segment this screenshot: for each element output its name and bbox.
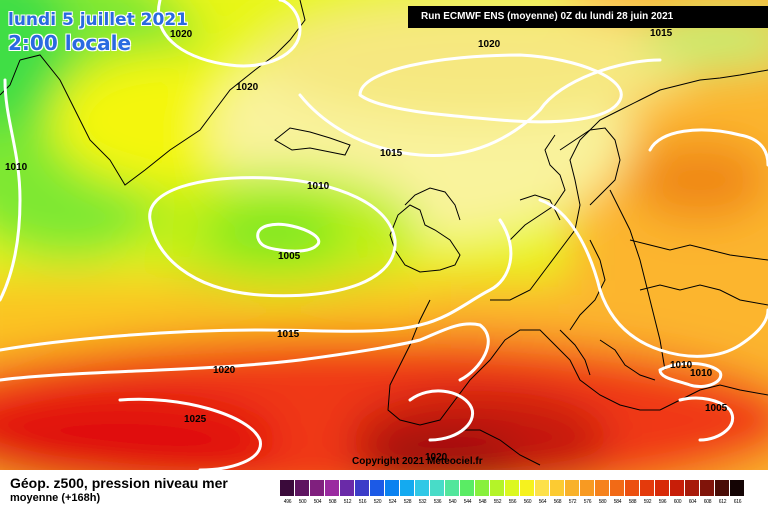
scale-tick-label: 592 <box>643 499 652 505</box>
scale-swatch <box>700 480 715 496</box>
scale-tick-label: 604 <box>688 499 697 505</box>
map-subtitle: moyenne (+168h) <box>10 492 101 504</box>
scale-tick-label: 572 <box>568 499 577 505</box>
color-scale <box>280 480 745 496</box>
scale-swatch <box>715 480 730 496</box>
scale-swatch <box>550 480 565 496</box>
scale-tick-label: 612 <box>718 499 727 505</box>
scale-swatch <box>445 480 460 496</box>
isobar-label: 1020 <box>425 452 448 463</box>
isobar-label: 1020 <box>170 29 193 40</box>
isobar-label: 1005 <box>278 251 301 262</box>
scale-swatch <box>670 480 685 496</box>
scale-swatch <box>610 480 625 496</box>
scale-tick-label: 552 <box>493 499 502 505</box>
scale-tick-label: 504 <box>313 499 322 505</box>
scale-swatch <box>325 480 340 496</box>
scale-tick-label: 600 <box>673 499 682 505</box>
scale-tick-label: 532 <box>418 499 427 505</box>
scale-swatch <box>280 480 295 496</box>
scale-swatch <box>625 480 640 496</box>
legend-footer: Géop. z500, pression niveau mer moyenne … <box>0 470 768 512</box>
scale-swatch <box>430 480 445 496</box>
scale-swatch <box>685 480 700 496</box>
coastlines <box>0 0 768 466</box>
scale-swatch <box>415 480 430 496</box>
scale-tick-label: 608 <box>703 499 712 505</box>
scale-swatch <box>640 480 655 496</box>
scale-swatch <box>565 480 580 496</box>
scale-tick-label: 596 <box>658 499 667 505</box>
forecast-date: lundi 5 juillet 2021 <box>8 10 188 30</box>
scale-tick-label: 564 <box>538 499 547 505</box>
scale-swatch <box>520 480 535 496</box>
scale-tick-label: 580 <box>598 499 607 505</box>
scale-swatch <box>385 480 400 496</box>
scale-swatch <box>355 480 370 496</box>
forecast-map: 1020 1020 1015 1020 1015 1010 1010 1005 … <box>0 0 768 470</box>
scale-tick-label: 508 <box>328 499 337 505</box>
isobar-label: 1010 <box>670 360 693 371</box>
scale-swatch <box>370 480 385 496</box>
isobar-label: 1005 <box>705 403 728 414</box>
scale-swatch <box>595 480 610 496</box>
scale-swatch <box>310 480 325 496</box>
scale-tick-label: 560 <box>523 499 532 505</box>
scale-tick-label: 584 <box>613 499 622 505</box>
geopotential-field <box>0 0 768 470</box>
scale-swatch <box>505 480 520 496</box>
scale-tick-label: 568 <box>553 499 562 505</box>
isobar-label: 1015 <box>650 28 673 39</box>
isobar-label: 1015 <box>380 148 403 159</box>
scale-tick-label: 588 <box>628 499 637 505</box>
scale-tick-label: 516 <box>358 499 367 505</box>
isobar-label: 1015 <box>277 329 300 340</box>
isobar-label: 1010 <box>5 162 28 173</box>
scale-tick-label: 528 <box>403 499 412 505</box>
scale-swatch <box>340 480 355 496</box>
scale-tick-label: 556 <box>508 499 517 505</box>
scale-swatch <box>475 480 490 496</box>
scale-swatch <box>295 480 310 496</box>
scale-tick-label: 524 <box>388 499 397 505</box>
isobar-labels: 1020 1020 1015 1020 1015 1010 1010 1005 … <box>5 28 728 463</box>
scale-tick-label: 576 <box>583 499 592 505</box>
isobars <box>0 0 768 470</box>
color-scale-ticks: 496 500 504 508 512 516 520 524 528 532 536 540 544 5… <box>280 499 745 505</box>
scale-tick-label: 544 <box>463 499 472 505</box>
scale-swatch <box>460 480 475 496</box>
forecast-time: 2:00 locale <box>8 31 132 55</box>
scale-swatch <box>535 480 550 496</box>
scale-tick-label: 496 <box>283 499 292 505</box>
map-title: Géop. z500, pression niveau mer <box>10 475 228 491</box>
run-info-banner: Run ECMWF ENS (moyenne) 0Z du lundi 28 j… <box>408 6 768 28</box>
scale-swatch <box>730 480 745 496</box>
scale-tick-label: 536 <box>433 499 442 505</box>
scale-swatch <box>400 480 415 496</box>
isobar-label: 1010 <box>690 368 713 379</box>
isobar-label: 1025 <box>184 414 207 425</box>
copyright-notice: Copyright 2021 Meteociel.fr <box>352 456 483 467</box>
isobar-label: 1010 <box>307 181 330 192</box>
scale-swatch <box>490 480 505 496</box>
scale-tick-label: 512 <box>343 499 352 505</box>
isobar-label: 1020 <box>236 82 259 93</box>
scale-tick-label: 500 <box>298 499 307 505</box>
scale-tick-label: 616 <box>733 499 742 505</box>
scale-tick-label: 540 <box>448 499 457 505</box>
isobar-label: 1020 <box>213 365 236 376</box>
scale-swatch <box>580 480 595 496</box>
isobar-label: 1020 <box>478 39 501 50</box>
scale-swatch <box>655 480 670 496</box>
scale-tick-label: 548 <box>478 499 487 505</box>
scale-tick-label: 520 <box>373 499 382 505</box>
